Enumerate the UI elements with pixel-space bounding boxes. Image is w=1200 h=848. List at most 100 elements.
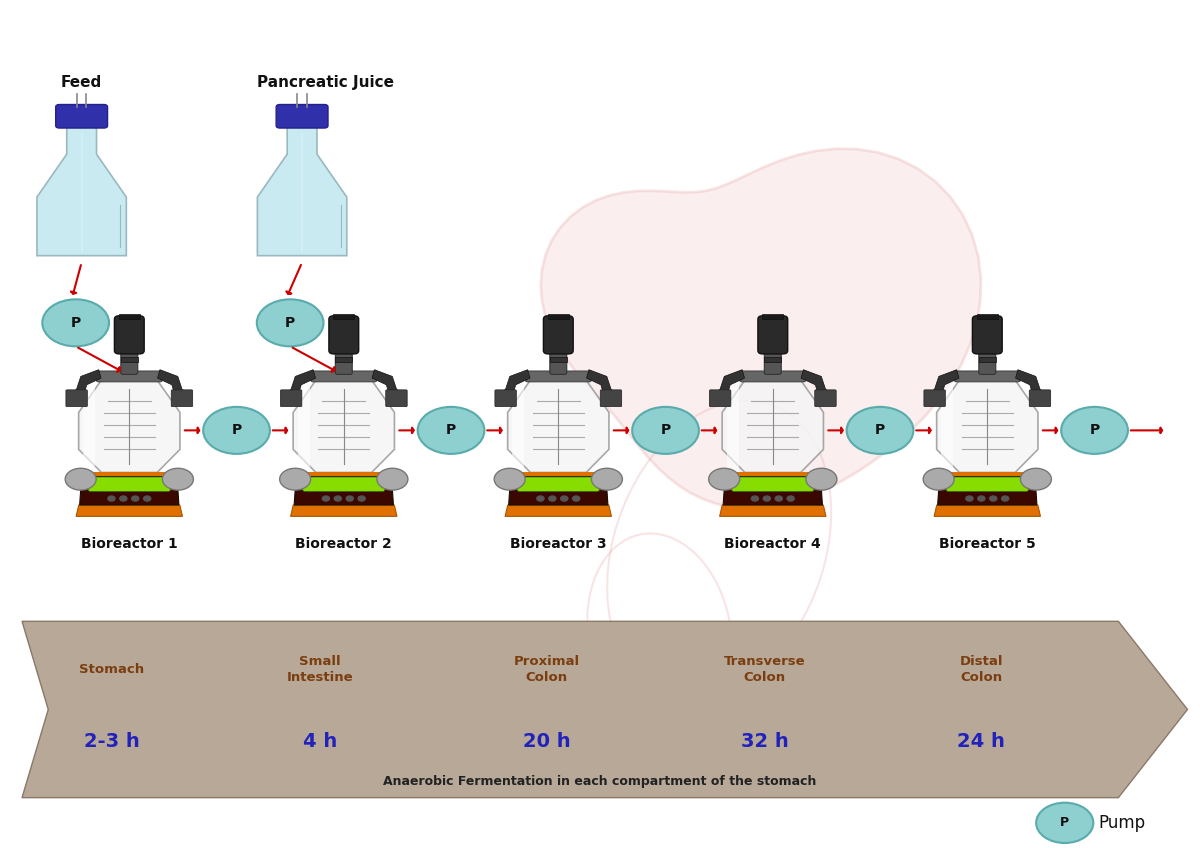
Polygon shape: [157, 370, 192, 404]
Polygon shape: [710, 370, 744, 404]
FancyBboxPatch shape: [732, 477, 814, 492]
FancyBboxPatch shape: [172, 390, 193, 407]
Bar: [296, 472, 391, 476]
Circle shape: [1002, 496, 1009, 501]
Polygon shape: [722, 380, 823, 472]
Circle shape: [632, 407, 698, 454]
FancyBboxPatch shape: [954, 371, 1020, 382]
Circle shape: [787, 496, 794, 501]
Circle shape: [1061, 407, 1128, 454]
Text: 24 h: 24 h: [958, 732, 1006, 750]
FancyBboxPatch shape: [329, 315, 359, 354]
Circle shape: [132, 496, 139, 501]
Text: P: P: [286, 315, 295, 330]
Polygon shape: [925, 370, 959, 404]
Polygon shape: [937, 380, 1038, 472]
Polygon shape: [67, 370, 101, 404]
Bar: [119, 315, 140, 319]
Polygon shape: [937, 476, 1037, 505]
Polygon shape: [294, 476, 394, 505]
Text: P: P: [232, 423, 241, 438]
Polygon shape: [76, 505, 182, 516]
Text: 32 h: 32 h: [740, 732, 788, 750]
Circle shape: [323, 496, 330, 501]
Circle shape: [847, 407, 913, 454]
Polygon shape: [290, 505, 397, 516]
FancyBboxPatch shape: [739, 371, 806, 382]
Text: Proximal
Colon: Proximal Colon: [514, 655, 580, 683]
Circle shape: [806, 468, 836, 490]
Bar: [725, 472, 821, 476]
Text: Anaerobic Fermentation in each compartment of the stomach: Anaerobic Fermentation in each compartme…: [383, 774, 817, 788]
Text: P: P: [71, 315, 80, 330]
Bar: [511, 472, 606, 476]
FancyBboxPatch shape: [815, 390, 836, 407]
Circle shape: [162, 468, 193, 490]
FancyBboxPatch shape: [88, 477, 170, 492]
Polygon shape: [84, 380, 95, 472]
Text: 20 h: 20 h: [522, 732, 570, 750]
Circle shape: [42, 299, 109, 346]
Bar: [764, 357, 781, 361]
FancyBboxPatch shape: [311, 371, 377, 382]
Polygon shape: [257, 126, 347, 255]
Circle shape: [203, 407, 270, 454]
Bar: [979, 357, 996, 361]
Polygon shape: [496, 370, 530, 404]
Polygon shape: [512, 380, 524, 472]
FancyBboxPatch shape: [709, 390, 731, 407]
Bar: [940, 472, 1034, 476]
Polygon shape: [508, 380, 608, 472]
FancyBboxPatch shape: [494, 390, 516, 407]
Circle shape: [709, 468, 739, 490]
Polygon shape: [282, 370, 316, 404]
Text: Bioreactor 5: Bioreactor 5: [938, 538, 1036, 551]
Polygon shape: [79, 380, 180, 472]
Circle shape: [763, 496, 770, 501]
Polygon shape: [727, 380, 739, 472]
Circle shape: [923, 468, 954, 490]
FancyBboxPatch shape: [758, 315, 787, 354]
Circle shape: [144, 496, 151, 501]
FancyBboxPatch shape: [972, 315, 1002, 354]
FancyBboxPatch shape: [96, 371, 162, 382]
Polygon shape: [802, 370, 835, 404]
Bar: [547, 315, 569, 319]
Circle shape: [494, 468, 526, 490]
FancyBboxPatch shape: [979, 349, 996, 375]
Bar: [550, 357, 566, 361]
Text: 4 h: 4 h: [302, 732, 337, 750]
FancyBboxPatch shape: [276, 104, 328, 128]
FancyBboxPatch shape: [335, 349, 353, 375]
Text: P: P: [660, 423, 671, 438]
Circle shape: [377, 468, 408, 490]
Circle shape: [346, 496, 353, 501]
Circle shape: [548, 496, 556, 501]
Circle shape: [1020, 468, 1051, 490]
Circle shape: [335, 496, 342, 501]
Text: Bioreactor 4: Bioreactor 4: [725, 538, 821, 551]
Text: Bioreactor 1: Bioreactor 1: [80, 538, 178, 551]
FancyBboxPatch shape: [55, 104, 108, 128]
Circle shape: [280, 468, 311, 490]
Polygon shape: [293, 380, 395, 472]
Polygon shape: [22, 622, 1188, 798]
Text: Bioreactor 3: Bioreactor 3: [510, 538, 607, 551]
Circle shape: [536, 496, 544, 501]
Text: P: P: [446, 423, 456, 438]
FancyBboxPatch shape: [764, 349, 781, 375]
Circle shape: [775, 496, 782, 501]
FancyBboxPatch shape: [281, 390, 302, 407]
Text: Small
Intestine: Small Intestine: [287, 655, 353, 683]
Polygon shape: [509, 476, 608, 505]
FancyBboxPatch shape: [544, 315, 574, 354]
FancyBboxPatch shape: [66, 390, 88, 407]
Text: Distal
Colon: Distal Colon: [960, 655, 1003, 683]
Text: P: P: [1090, 423, 1099, 438]
Polygon shape: [37, 126, 126, 255]
FancyBboxPatch shape: [946, 477, 1028, 492]
Bar: [977, 315, 998, 319]
Text: Pump: Pump: [1098, 814, 1145, 832]
Polygon shape: [724, 476, 822, 505]
Circle shape: [592, 468, 623, 490]
